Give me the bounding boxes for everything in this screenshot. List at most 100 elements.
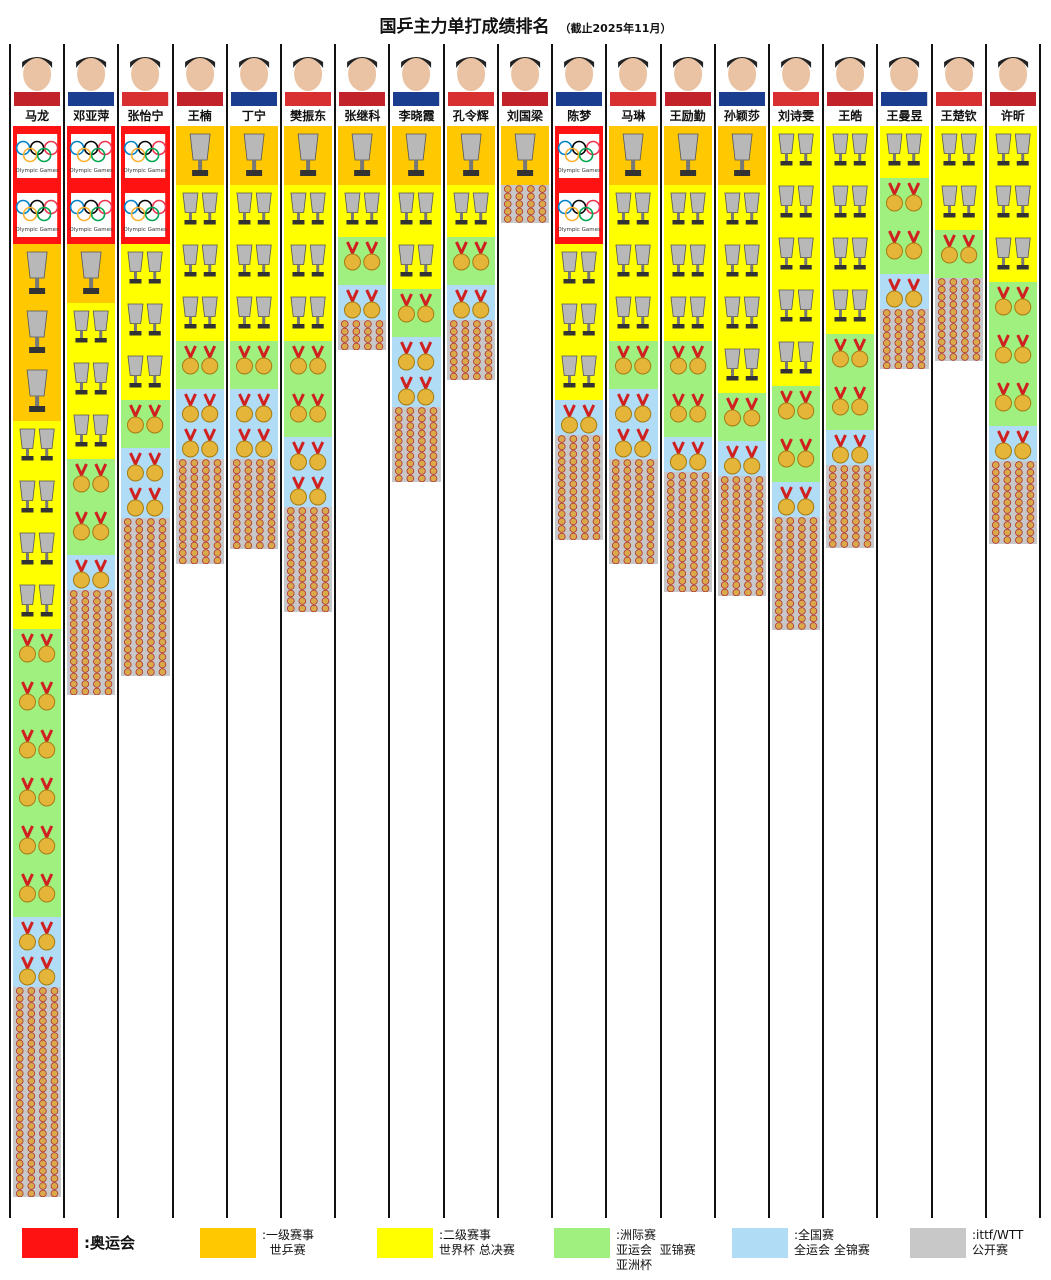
- bar-segment-continental: [771, 386, 821, 482]
- svg-text:Olympic Games: Olympic Games: [557, 227, 601, 233]
- olympic-rings-icon: Olympic Games Olympic Games: [15, 134, 59, 237]
- bar-segment-continental: [880, 178, 929, 274]
- cup-icon: [778, 133, 814, 374]
- column-divider: [713, 44, 716, 1218]
- bar-segment-tier1: [229, 126, 279, 185]
- bar-segment-open: [175, 459, 224, 565]
- medal-icon: [829, 465, 872, 548]
- player-name-label: 李晓霞: [390, 108, 443, 124]
- player-avatar-icon: [610, 57, 657, 106]
- medal-icon: [452, 241, 489, 271]
- medal-icon: [994, 430, 1032, 460]
- trophy-icon: [460, 133, 482, 176]
- bar-segment-continental: [826, 334, 875, 430]
- cup-icon: [182, 192, 218, 329]
- medal-icon: [341, 320, 384, 351]
- player-avatar-icon: [393, 57, 440, 106]
- medal-icon: [886, 182, 923, 260]
- bar-segment-tier1: [500, 126, 550, 185]
- column-divider: [171, 44, 174, 1218]
- bar-segment-tier1: [175, 126, 224, 185]
- player-avatar-icon: [501, 57, 549, 106]
- medal-icon: [723, 445, 760, 475]
- player-avatar-icon: [122, 57, 169, 106]
- svg-text:Olympic Games: Olympic Games: [15, 168, 59, 174]
- medal-icon: [991, 461, 1035, 544]
- medal-icon: [994, 286, 1032, 412]
- cup-icon: [941, 133, 977, 218]
- cup-icon: [19, 428, 55, 617]
- legend-swatch: [377, 1228, 433, 1258]
- bar-segment-continental: [229, 341, 279, 389]
- medal-icon: [883, 309, 926, 370]
- bar-segment-open: [771, 517, 821, 630]
- bar-segment-open: [988, 461, 1037, 544]
- bar-segment-national: [175, 389, 224, 459]
- player-avatar-icon: [556, 57, 603, 106]
- column-divider: [984, 44, 987, 1218]
- bar-segment-open: [717, 476, 766, 597]
- player-avatar-icon: [285, 57, 332, 106]
- player-avatar-icon: [14, 57, 61, 106]
- svg-text:Olympic Games: Olympic Games: [124, 227, 168, 233]
- bar-segment-open: [880, 309, 929, 370]
- bar-segment-national: [826, 430, 875, 465]
- medal-icon: [774, 517, 818, 630]
- bar-segment-national: [67, 555, 116, 590]
- cup-icon: [236, 192, 272, 329]
- medal-icon: [181, 345, 218, 375]
- column-divider: [280, 44, 283, 1218]
- player-name-label: 陈梦: [553, 108, 606, 124]
- bar-segment-national: [717, 441, 766, 476]
- bar-segment-continental: [121, 400, 170, 448]
- bar-segment-continental: [338, 237, 387, 285]
- trophy-icon: [351, 133, 373, 176]
- cup-icon: [453, 192, 489, 225]
- cup-icon: [127, 251, 164, 388]
- medal-icon: [395, 407, 438, 483]
- medal-icon: [561, 404, 598, 434]
- player-avatar-icon: [447, 57, 494, 106]
- legend: :奥运会:一级赛事 世乒赛:二级赛事 世界杯 总决赛:洲际赛 亚运会 亚锦赛 亚…: [0, 1222, 1051, 1280]
- trophy-icon: [731, 133, 753, 176]
- bar-segment-national: [609, 389, 658, 459]
- bar-segment-tier1: [609, 126, 658, 185]
- player-name-label: 王楚钦: [932, 108, 985, 124]
- bar-segment-tier1: [717, 126, 766, 185]
- medal-icon: [18, 921, 56, 986]
- column-divider: [876, 44, 879, 1218]
- legend-swatch: [910, 1228, 966, 1258]
- player-avatar-icon: [68, 57, 115, 106]
- bar-segment-tier1: [392, 126, 441, 185]
- medal-icon: [235, 393, 273, 458]
- column-divider: [334, 44, 337, 1218]
- medal-icon: [290, 441, 327, 506]
- bar-segment-tier2: [826, 126, 875, 334]
- medal-icon: [286, 507, 330, 613]
- cup-icon: [670, 192, 706, 329]
- bar-segment-national: [555, 400, 604, 435]
- trophy-icon: [26, 251, 48, 412]
- chart-title: 国乒主力单打成绩排名 （截止2025年11月）: [0, 12, 1051, 37]
- column-divider: [117, 44, 120, 1218]
- player-name-label: 邓亚萍: [65, 108, 118, 124]
- column-divider: [496, 44, 499, 1218]
- medal-icon: [940, 234, 977, 264]
- column-divider: [388, 44, 391, 1218]
- column-divider: [9, 44, 11, 1218]
- bar-segment-open: [392, 407, 441, 483]
- bar-segment-open: [13, 987, 62, 1198]
- column-divider: [551, 44, 554, 1218]
- bar-segment-tier1: [338, 126, 387, 185]
- medal-icon: [15, 987, 59, 1198]
- medal-icon: [398, 293, 435, 323]
- column-divider: [1039, 44, 1041, 1218]
- player-name-label: 刘国梁: [498, 108, 552, 124]
- player-name-label: 孔令辉: [444, 108, 497, 124]
- player-avatar-icon: [664, 57, 711, 106]
- medal-icon: [235, 345, 273, 375]
- bar-segment-continental: [13, 629, 62, 917]
- bar-segment-tier2: [13, 421, 62, 629]
- player-name-label: 樊振东: [282, 108, 335, 124]
- medal-icon: [124, 518, 167, 676]
